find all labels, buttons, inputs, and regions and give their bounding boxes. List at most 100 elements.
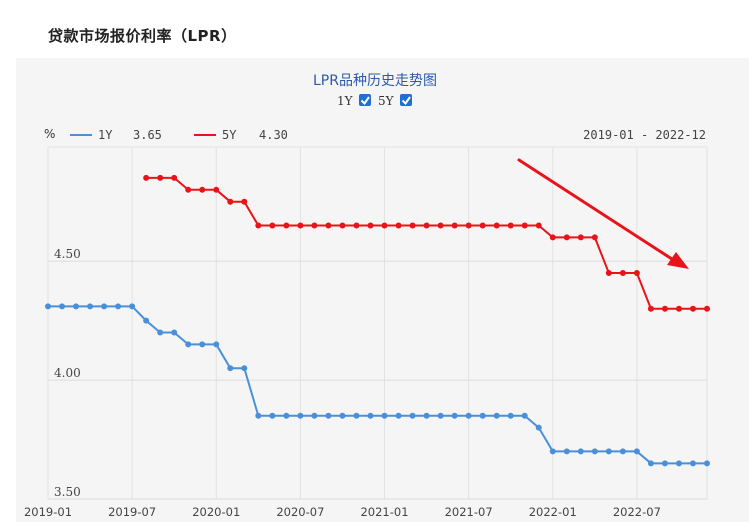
data-point-5y[interactable] [423,222,430,229]
data-point-5y[interactable] [353,222,360,229]
data-point-1y[interactable] [101,303,108,310]
page-heading: 贷款市场报价利率（LPR） [48,27,237,45]
data-point-1y[interactable] [633,448,640,455]
data-point-1y[interactable] [87,303,94,310]
data-point-1y[interactable] [255,412,262,419]
data-point-5y[interactable] [577,234,584,241]
data-point-5y[interactable] [661,305,668,312]
x-tick-label: 2020-01 [192,505,240,519]
data-point-5y[interactable] [381,222,388,229]
data-point-5y[interactable] [675,305,682,312]
data-point-1y[interactable] [591,448,598,455]
data-point-1y[interactable] [451,412,458,419]
data-point-1y[interactable] [325,412,332,419]
data-point-1y[interactable] [605,448,612,455]
data-point-1y[interactable] [689,460,696,467]
x-tick-label: 2020-07 [276,505,324,519]
data-point-5y[interactable] [549,234,556,241]
checkbox-5y[interactable] [400,94,412,106]
data-point-5y[interactable] [283,222,290,229]
data-point-1y[interactable] [157,329,164,336]
data-point-1y[interactable] [45,303,51,310]
data-point-1y[interactable] [353,412,360,419]
data-point-1y[interactable] [283,412,290,419]
data-point-5y[interactable] [535,222,542,229]
data-point-5y[interactable] [521,222,528,229]
data-point-1y[interactable] [549,448,556,455]
data-point-1y[interactable] [199,341,206,348]
data-point-1y[interactable] [73,303,80,310]
data-point-1y[interactable] [311,412,318,419]
data-point-5y[interactable] [269,222,276,229]
data-point-1y[interactable] [493,412,500,419]
data-point-1y[interactable] [339,412,346,419]
data-point-1y[interactable] [409,412,416,419]
data-point-5y[interactable] [605,270,612,277]
data-point-5y[interactable] [437,222,444,229]
data-point-5y[interactable] [241,198,248,205]
data-point-5y[interactable] [311,222,318,229]
data-point-1y[interactable] [535,424,542,431]
data-point-1y[interactable] [367,412,374,419]
data-point-5y[interactable] [689,305,696,312]
data-point-1y[interactable] [297,412,304,419]
data-point-5y[interactable] [619,270,626,277]
data-point-5y[interactable] [227,198,234,205]
data-point-1y[interactable] [521,412,528,419]
data-point-1y[interactable] [577,448,584,455]
data-point-1y[interactable] [241,365,248,372]
data-point-1y[interactable] [423,412,430,419]
legend-5y-value: 4.30 [259,128,288,142]
data-point-1y[interactable] [619,448,626,455]
data-point-1y[interactable] [129,303,136,310]
checkbox-1y[interactable] [359,94,371,106]
data-point-5y[interactable] [171,174,178,181]
data-point-1y[interactable] [661,460,668,467]
data-point-1y[interactable] [507,412,514,419]
data-point-5y[interactable] [395,222,402,229]
series-5y [143,174,710,312]
x-axis-ticks: 2019-01 2019-07 2020-01 2020-07 2021-01 2021-… [24,505,661,519]
data-point-5y[interactable] [591,234,598,241]
x-tick-label: 2022-07 [613,505,661,519]
data-point-5y[interactable] [507,222,514,229]
data-point-5y[interactable] [213,186,220,193]
data-point-5y[interactable] [255,222,262,229]
data-point-5y[interactable] [451,222,458,229]
data-point-5y[interactable] [199,186,206,193]
data-point-1y[interactable] [115,303,122,310]
data-point-1y[interactable] [437,412,444,419]
data-point-5y[interactable] [409,222,416,229]
data-point-5y[interactable] [563,234,570,241]
data-point-5y[interactable] [479,222,486,229]
data-point-5y[interactable] [633,270,640,277]
series-line-1y [48,305,707,465]
data-point-5y[interactable] [704,305,710,312]
data-point-1y[interactable] [213,341,220,348]
data-point-5y[interactable] [157,174,164,181]
data-point-1y[interactable] [59,303,66,310]
data-point-1y[interactable] [647,460,654,467]
data-point-1y[interactable] [704,460,710,467]
data-point-1y[interactable] [563,448,570,455]
data-point-5y[interactable] [465,222,472,229]
data-point-5y[interactable] [339,222,346,229]
data-point-5y[interactable] [325,222,332,229]
data-point-1y[interactable] [143,317,150,324]
data-point-5y[interactable] [493,222,500,229]
data-point-5y[interactable] [647,305,654,312]
data-point-1y[interactable] [479,412,486,419]
data-point-5y[interactable] [297,222,304,229]
data-point-1y[interactable] [395,412,402,419]
data-point-1y[interactable] [269,412,276,419]
data-point-1y[interactable] [185,341,192,348]
data-point-5y[interactable] [185,186,192,193]
data-point-1y[interactable] [675,460,682,467]
data-point-1y[interactable] [465,412,472,419]
data-point-1y[interactable] [227,365,234,372]
data-point-1y[interactable] [381,412,388,419]
data-point-5y[interactable] [143,174,150,181]
data-point-5y[interactable] [367,222,374,229]
data-point-1y[interactable] [171,329,178,336]
legend-5y-name: 5Y [222,128,237,142]
